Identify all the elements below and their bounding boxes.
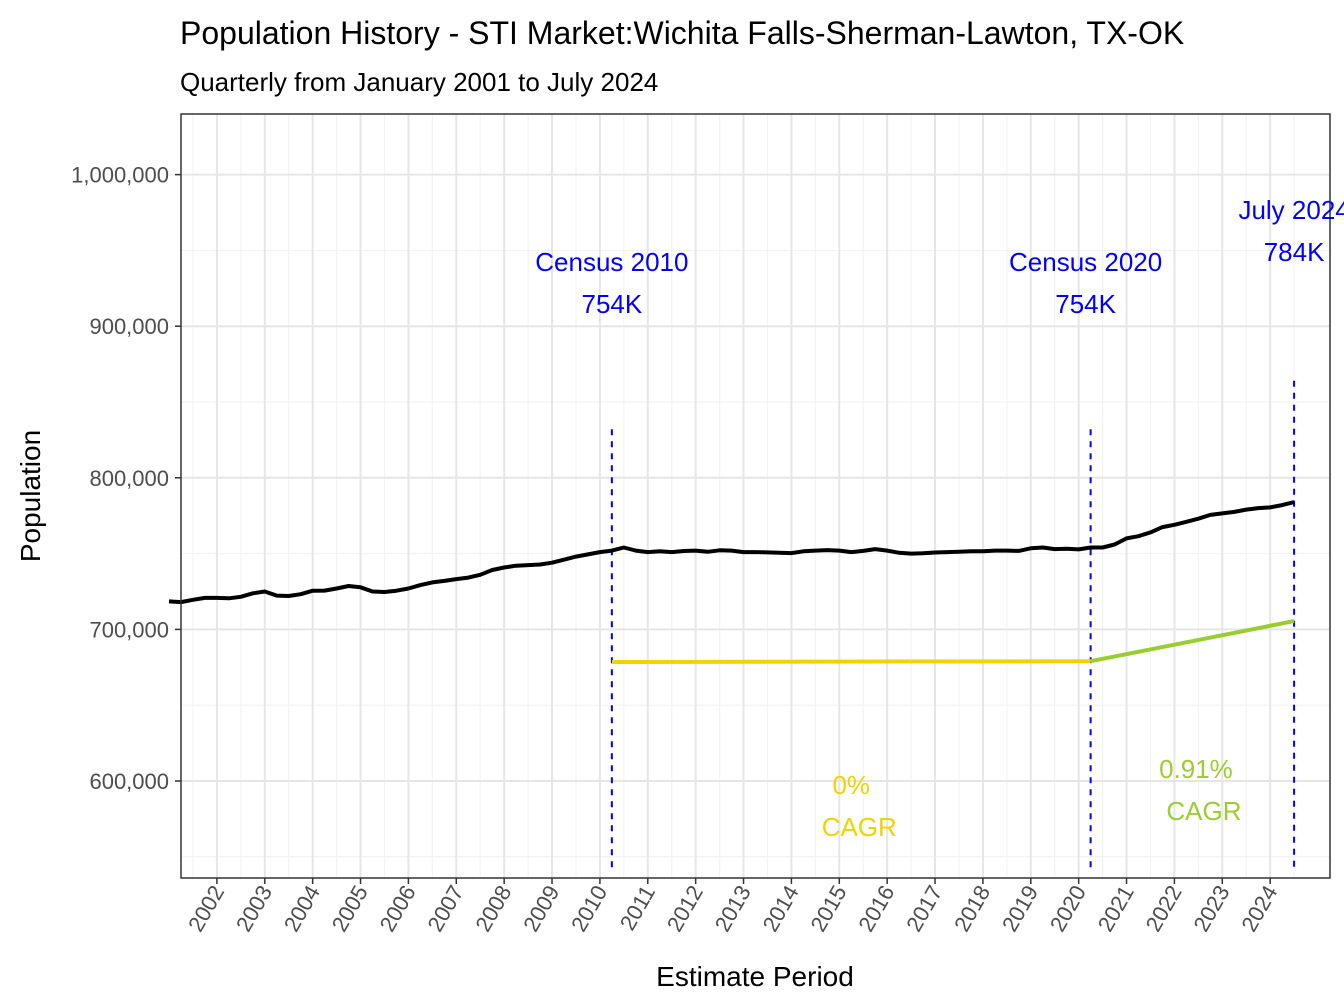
cagr-trend-line <box>611 659 1091 664</box>
population-series-line <box>168 500 1295 605</box>
y-tick-label: 800,000 <box>89 466 169 491</box>
census-value-label: 784K <box>1264 237 1325 267</box>
y-tick-label: 900,000 <box>89 314 169 339</box>
census-label: July 2024 <box>1238 195 1344 225</box>
annotations: Census 2010 754K Census 2020 754K July 2024 7… <box>535 195 1344 842</box>
census-label: Census 2020 <box>1009 247 1162 277</box>
chart-title: Population History - STI Market:Wichita … <box>180 15 1184 51</box>
y-tick-label: 1,000,000 <box>71 163 169 188</box>
census-label: Census 2010 <box>535 247 688 277</box>
cagr-value-label: 0% <box>832 770 870 800</box>
plot-panel <box>181 114 1330 878</box>
cagr-value-label: 0.91% <box>1159 754 1233 784</box>
major-gridlines <box>181 114 1330 878</box>
y-tick-label: 700,000 <box>89 617 169 642</box>
census-value-label: 754K <box>1055 289 1116 319</box>
cagr-label: CAGR <box>1166 796 1241 826</box>
y-axis-label: Population <box>15 430 46 562</box>
minor-gridlines <box>181 114 1330 878</box>
y-tick-label: 600,000 <box>89 769 169 794</box>
plot-border <box>180 113 1331 879</box>
census-value-label: 754K <box>582 289 643 319</box>
chart-marks <box>168 380 1296 869</box>
cagr-trend-line <box>1090 619 1295 664</box>
x-axis-label: Estimate Period <box>656 961 854 992</box>
cagr-label: CAGR <box>822 812 897 842</box>
chart-subtitle: Quarterly from January 2001 to July 2024 <box>180 67 658 97</box>
